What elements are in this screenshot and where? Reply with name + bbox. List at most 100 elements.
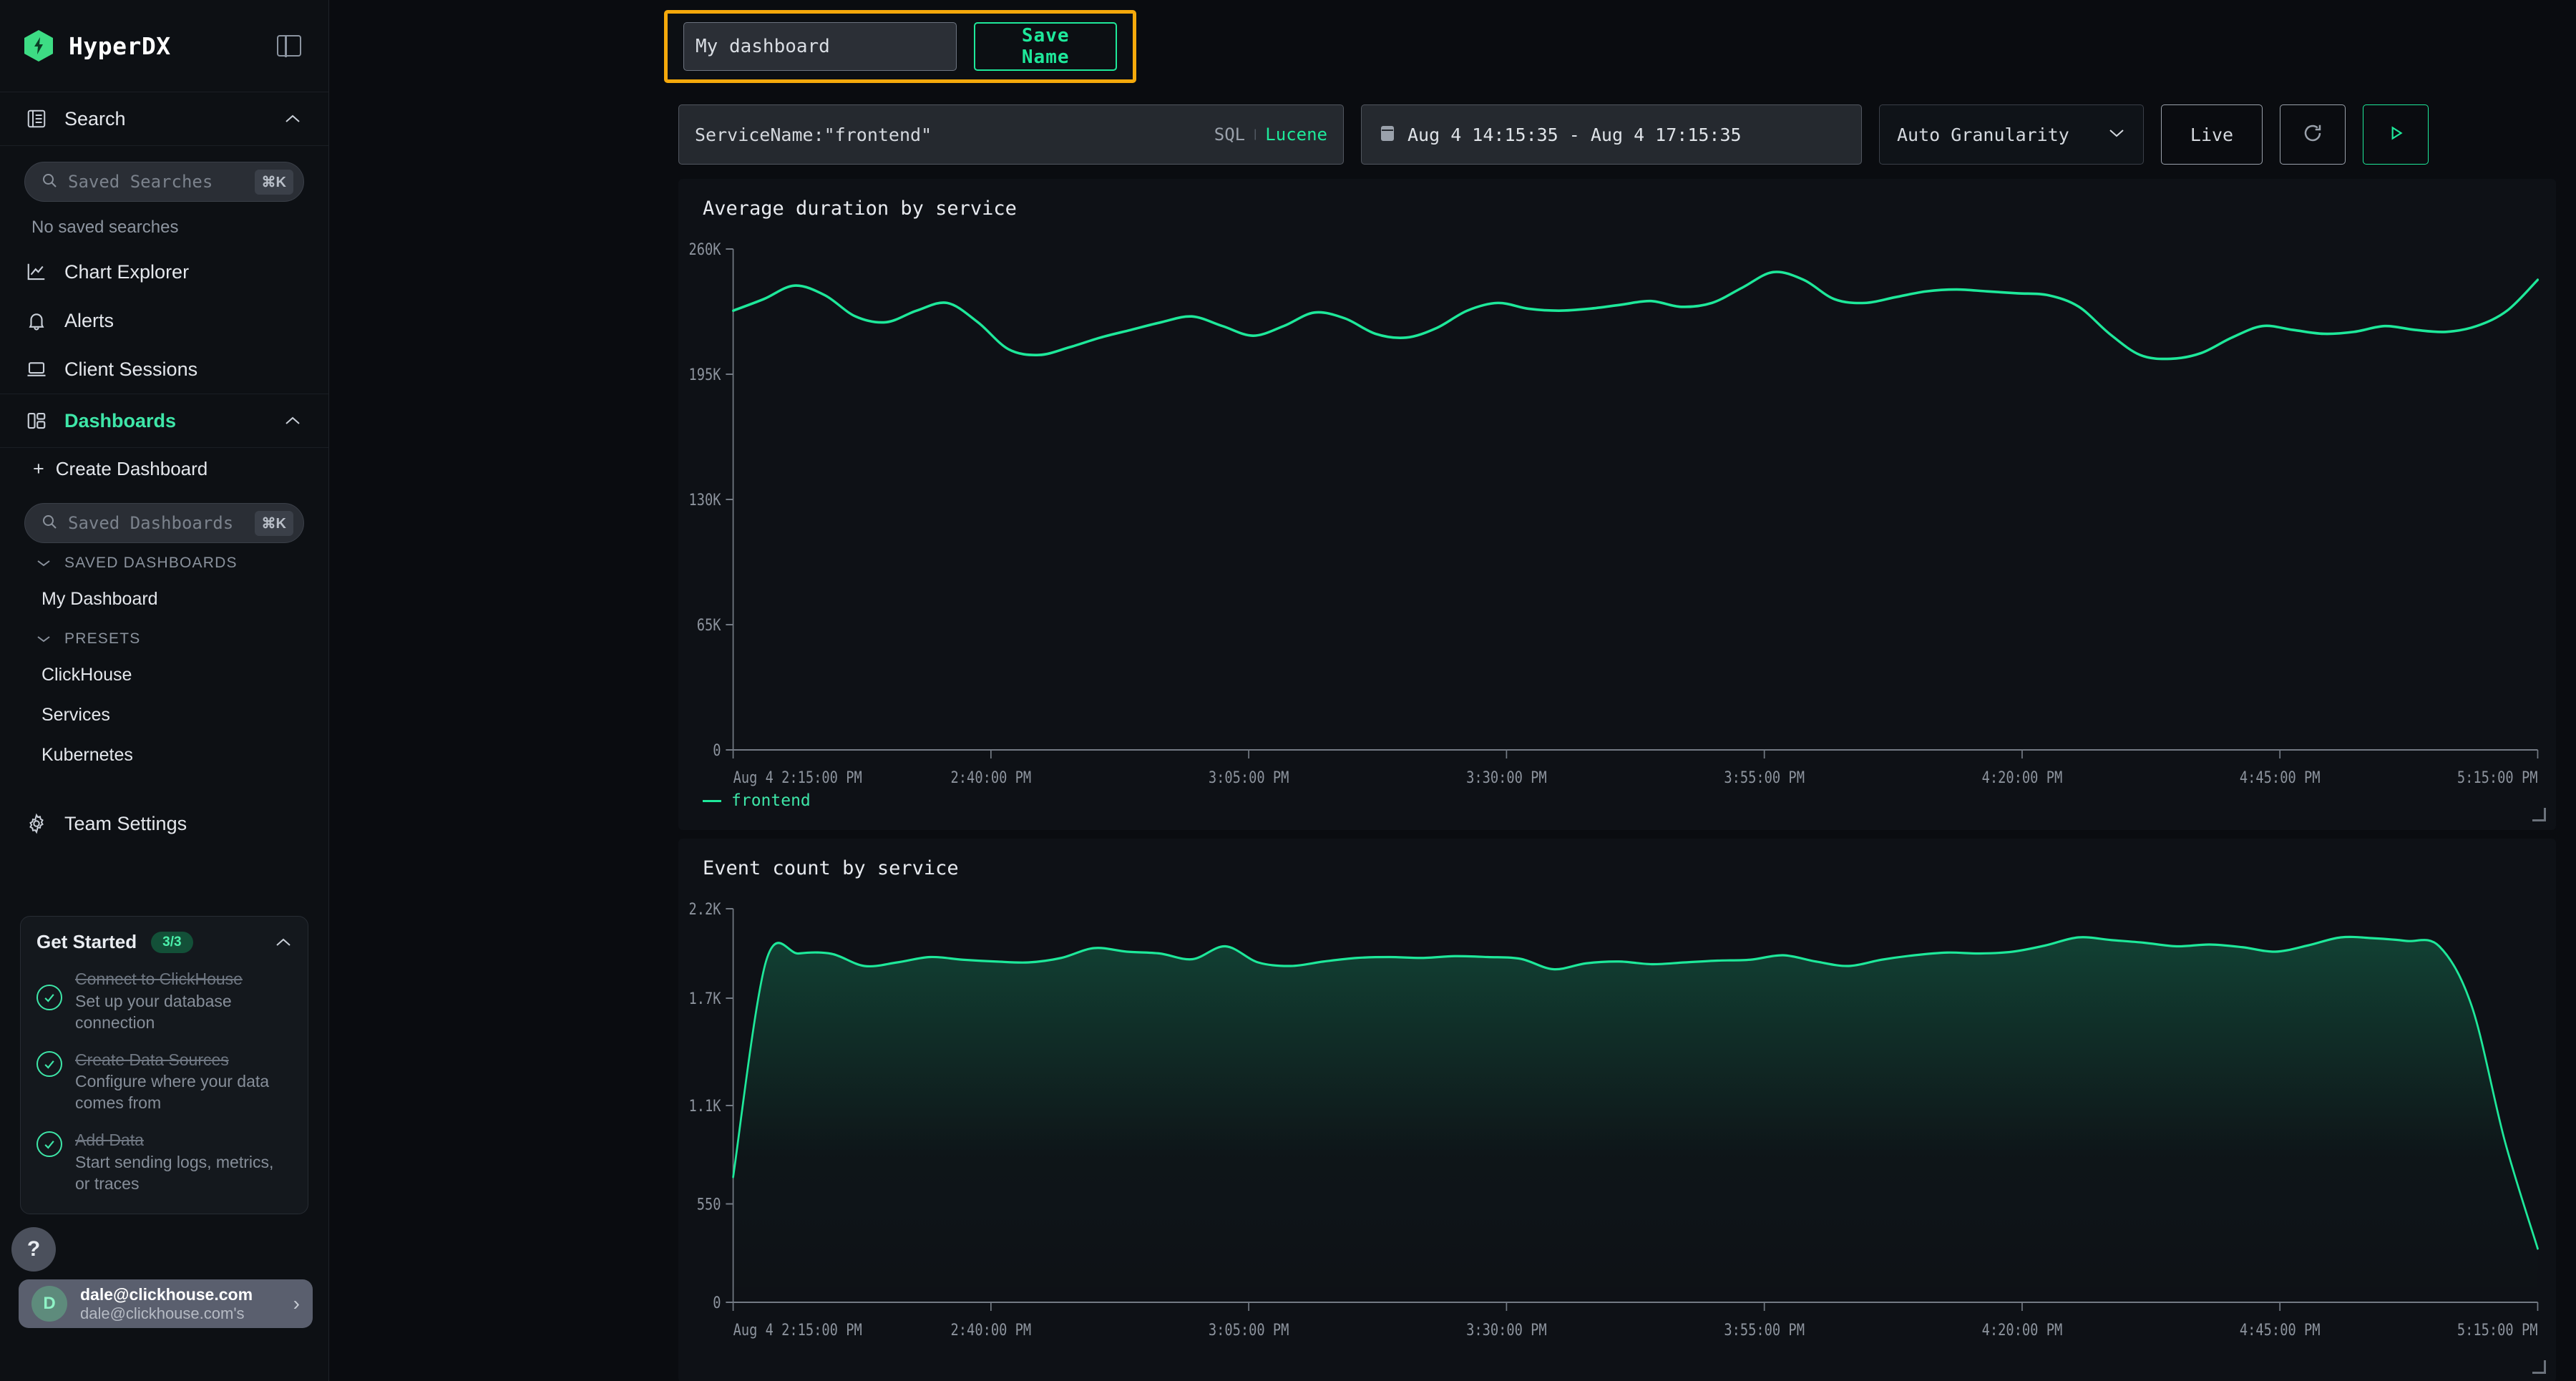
granularity-value: Auto Granularity <box>1897 124 2069 145</box>
avatar: D <box>31 1286 67 1322</box>
chevron-up-icon[interactable] <box>275 937 292 947</box>
sidebar-item-kubernetes-label: Kubernetes <box>42 744 133 765</box>
svg-text:65K: 65K <box>697 616 721 635</box>
svg-text:3:55:00 PM: 3:55:00 PM <box>1724 1321 1805 1339</box>
sidebar-item-clickhouse-label: ClickHouse <box>42 664 132 685</box>
saved-searches-placeholder: Saved Searches <box>68 172 213 192</box>
user-subtitle: dale@clickhouse.com's <box>80 1304 245 1322</box>
query-mode-lucene[interactable]: Lucene <box>1265 125 1327 145</box>
chart-svg: 260K 195K 130K 65K 0 Aug 4 2:15:00 PM 2:40:00 … <box>689 240 2540 787</box>
get-started-step-desc: Set up your database connection <box>75 991 232 1032</box>
save-name-button[interactable]: Save Name <box>974 22 1117 71</box>
refresh-button[interactable] <box>2280 104 2346 165</box>
get-started-step-text: Create Data Sources Configure where your… <box>75 1050 292 1115</box>
svg-text:550: 550 <box>697 1195 721 1214</box>
svg-text:2.2K: 2.2K <box>689 900 722 919</box>
chart-line-icon <box>24 260 49 284</box>
create-dashboard-button[interactable]: + Create Dashboard <box>0 448 328 487</box>
brand[interactable]: HyperDX <box>24 30 171 62</box>
query-mode-separator: | <box>1254 128 1257 140</box>
sidebar-item-team-settings[interactable]: Team Settings <box>0 799 328 848</box>
tile-resize-handle[interactable] <box>2532 1360 2546 1374</box>
get-started-step[interactable]: Add Data Start sending logs, metrics, or… <box>36 1130 292 1195</box>
tile-resize-handle[interactable] <box>2532 807 2546 821</box>
svg-text:Aug 4 2:15:00 PM: Aug 4 2:15:00 PM <box>733 768 862 787</box>
sidebar-item-kubernetes[interactable]: Kubernetes <box>0 735 328 775</box>
chart-plot-area[interactable]: 2.2K 1.7K 1.1K 550 0 Aug 4 2:15:00 PM 2:40:00 … <box>678 890 2556 1381</box>
search-query-input[interactable]: ServiceName:"frontend" SQL | Lucene <box>678 104 1344 165</box>
group-presets-label: PRESETS <box>64 630 141 647</box>
sidebar-item-clickhouse[interactable]: ClickHouse <box>0 655 328 695</box>
get-started-header[interactable]: Get Started 3/3 <box>36 931 292 953</box>
svg-text:Aug 4 2:15:00 PM: Aug 4 2:15:00 PM <box>733 1321 862 1339</box>
saved-searches-input[interactable]: Saved Searches ⌘K <box>24 162 304 202</box>
get-started-step[interactable]: Connect to ClickHouse Set up your databa… <box>36 969 292 1034</box>
get-started-step-desc: Start sending logs, metrics, or traces <box>75 1152 274 1193</box>
bell-icon <box>24 308 49 333</box>
get-started-step[interactable]: Create Data Sources Configure where your… <box>36 1050 292 1115</box>
calendar-icon <box>1379 124 1396 146</box>
svg-text:260K: 260K <box>689 240 722 259</box>
dashboard-name-input[interactable] <box>683 22 957 71</box>
saved-dashboards-shortcut: ⌘K <box>254 510 293 536</box>
chevron-down-icon <box>2107 127 2126 142</box>
query-mode-sql[interactable]: SQL <box>1214 125 1246 145</box>
svg-text:195K: 195K <box>689 366 722 384</box>
sidebar-item-services[interactable]: Services <box>0 695 328 735</box>
group-saved-dashboards[interactable]: SAVED DASHBOARDS <box>0 543 328 579</box>
svg-text:5:15:00 PM: 5:15:00 PM <box>2457 768 2538 787</box>
live-toggle-button[interactable]: Live <box>2161 104 2263 165</box>
chart-legend[interactable]: frontend <box>703 791 811 810</box>
run-query-button[interactable] <box>2363 104 2429 165</box>
user-account-card[interactable]: D dale@clickhouse.com dale@clickhouse.co… <box>19 1279 313 1328</box>
chevron-right-icon: › <box>293 1292 300 1314</box>
sidebar-item-chart-explorer-label: Chart Explorer <box>64 260 190 283</box>
svg-text:0: 0 <box>713 1294 721 1312</box>
group-saved-dashboards-label: SAVED DASHBOARDS <box>64 555 238 571</box>
chart-tile-event-count: Event count by service 2.2K 1.7K 1.1K 550 0 A… <box>678 839 2556 1381</box>
play-icon <box>2386 124 2405 146</box>
help-button[interactable]: ? <box>11 1227 56 1272</box>
get-started-step-title: Add Data <box>75 1131 144 1150</box>
get-started-card: Get Started 3/3 Connect to ClickHouse Se… <box>20 916 308 1214</box>
svg-text:4:20:00 PM: 4:20:00 PM <box>1982 1321 2063 1339</box>
date-range-value: Aug 4 14:15:35 - Aug 4 17:15:35 <box>1407 124 1742 145</box>
sidebar-section-search[interactable]: Search <box>0 92 328 146</box>
main-content: Save Name ServiceName:"frontend" SQL | L… <box>329 0 2576 1381</box>
svg-text:3:30:00 PM: 3:30:00 PM <box>1466 1321 1547 1339</box>
granularity-select[interactable]: Auto Granularity <box>1879 104 2144 165</box>
svg-text:2:40:00 PM: 2:40:00 PM <box>951 1321 1032 1339</box>
create-dashboard-label: Create Dashboard <box>55 458 208 479</box>
date-range-picker[interactable]: Aug 4 14:15:35 - Aug 4 17:15:35 <box>1361 104 1862 165</box>
saved-dashboards-placeholder: Saved Dashboards <box>68 513 234 533</box>
check-circle-icon <box>36 1131 62 1158</box>
chart-plot-area[interactable]: 260K 195K 130K 65K 0 Aug 4 2:15:00 PM 2:40:00 … <box>678 230 2556 830</box>
svg-text:3:55:00 PM: 3:55:00 PM <box>1724 768 1805 787</box>
search-icon <box>41 513 58 534</box>
svg-text:1.1K: 1.1K <box>689 1097 722 1116</box>
sidebar-section-dashboards-label: Dashboards <box>64 409 177 431</box>
sidebar-toggle-icon[interactable] <box>277 34 301 57</box>
chart-title: Average duration by service <box>703 197 1017 220</box>
sidebar-item-my-dashboard[interactable]: My Dashboard <box>0 579 328 619</box>
get-started-step-text: Connect to ClickHouse Set up your databa… <box>75 969 292 1034</box>
svg-text:2:40:00 PM: 2:40:00 PM <box>951 768 1032 787</box>
svg-text:1.7K: 1.7K <box>689 990 722 1008</box>
hyperdx-bolt-logo-icon <box>24 30 53 62</box>
sidebar-section-search-label: Search <box>64 107 126 130</box>
chevron-up-icon <box>284 114 301 124</box>
sidebar-item-chart-explorer[interactable]: Chart Explorer <box>0 248 328 296</box>
saved-dashboards-input[interactable]: Saved Dashboards ⌘K <box>24 503 304 543</box>
group-presets[interactable]: PRESETS <box>0 619 328 655</box>
svg-text:0: 0 <box>713 741 721 760</box>
sidebar-item-alerts[interactable]: Alerts <box>0 296 328 345</box>
svg-text:5:15:00 PM: 5:15:00 PM <box>2457 1321 2538 1339</box>
chart-tile-average-duration: Average duration by service 260K 195K 130K… <box>678 179 2556 830</box>
search-icon <box>41 172 58 192</box>
chevron-down-icon <box>36 558 53 568</box>
sidebar-item-client-sessions[interactable]: Client Sessions <box>0 345 328 394</box>
chart-title: Event count by service <box>703 857 959 879</box>
svg-text:4:20:00 PM: 4:20:00 PM <box>1982 768 2063 787</box>
sidebar-section-dashboards[interactable]: Dashboards <box>0 394 328 448</box>
